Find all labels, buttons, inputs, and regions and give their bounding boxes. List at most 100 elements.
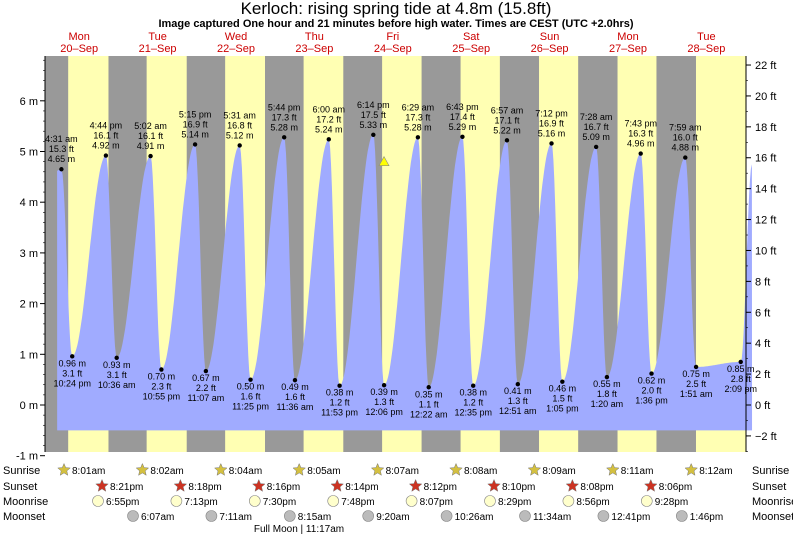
sunset-icon bbox=[173, 478, 188, 492]
low-tide-time: 11:36 am bbox=[277, 402, 314, 412]
y-left-tick-label: -1 m bbox=[16, 451, 38, 463]
moonrise-icon bbox=[562, 495, 575, 507]
low-tide-point bbox=[426, 385, 431, 390]
moonset-icon bbox=[362, 510, 375, 522]
moonset-icon bbox=[675, 510, 688, 522]
high-tide-point bbox=[593, 144, 599, 150]
low-tide-point bbox=[560, 379, 565, 384]
day-date: 22–Sep bbox=[217, 43, 255, 55]
y-left-tick-label: 5 m bbox=[20, 147, 38, 159]
day-name: Tue bbox=[697, 31, 716, 43]
low-tide-time: 1:36 pm bbox=[635, 396, 668, 406]
sunrise-icon bbox=[684, 462, 699, 476]
high-tide-point bbox=[103, 153, 109, 158]
sunrise-time: 8:02am bbox=[150, 466, 183, 477]
high-tide-metres: 5.28 m bbox=[270, 122, 298, 132]
low-tide-metres: 0.50 m bbox=[237, 382, 265, 392]
high-tide-time: 7:59 am bbox=[669, 123, 702, 133]
low-tide-feet: 3.1 ft bbox=[62, 368, 83, 378]
moonrise-time: 7:13pm bbox=[184, 497, 217, 508]
high-tide-time: 4:44 pm bbox=[90, 121, 123, 131]
y-right-tick-label: 14 ft bbox=[755, 184, 776, 196]
low-tide-feet: 1.6 ft bbox=[241, 392, 262, 402]
sunrise-row-label: Sunrise bbox=[3, 465, 40, 477]
y-left-tick-label: 1 m bbox=[20, 349, 38, 361]
low-tide-time: 1:51 am bbox=[680, 389, 713, 399]
high-tide-point bbox=[237, 143, 242, 148]
sunset-time: 8:16pm bbox=[267, 482, 300, 493]
low-tide-feet: 2.0 ft bbox=[642, 386, 663, 396]
low-tide-feet: 3.1 ft bbox=[107, 370, 128, 380]
moonset-icon bbox=[519, 510, 531, 522]
high-tide-time: 5:15 pm bbox=[179, 109, 212, 119]
high-tide-time: 6:00 am bbox=[313, 104, 346, 114]
low-tide-time: 1:20 am bbox=[591, 399, 624, 409]
high-tide-feet: 16.3 ft bbox=[628, 129, 654, 139]
low-tide-point bbox=[70, 354, 75, 359]
sunrise-row-label: Sunrise bbox=[752, 465, 789, 477]
sunset-icon bbox=[330, 478, 345, 492]
sunrise-time: 8:12am bbox=[699, 466, 732, 477]
day-date: 25–Sep bbox=[452, 43, 490, 55]
low-tide-time: 12:22 am bbox=[410, 409, 448, 419]
high-tide-time: 7:43 pm bbox=[624, 119, 657, 129]
sunset-row-label: Sunset bbox=[752, 481, 786, 493]
low-tide-time: 10:24 pm bbox=[53, 378, 91, 388]
low-tide-point bbox=[159, 367, 164, 372]
high-tide-feet: 17.3 ft bbox=[272, 112, 298, 122]
high-tide-point bbox=[415, 135, 421, 140]
high-tide-metres: 5.09 m bbox=[582, 132, 610, 142]
low-tide-feet: 1.5 ft bbox=[552, 394, 573, 404]
tide-area bbox=[57, 134, 753, 431]
high-tide-metres: 5.14 m bbox=[181, 129, 209, 139]
day-date: 23–Sep bbox=[295, 43, 333, 55]
low-tide-point bbox=[471, 383, 476, 388]
moonrise-time: 7:30pm bbox=[263, 497, 296, 508]
low-tide-point bbox=[381, 383, 387, 388]
y-left-tick-label: 3 m bbox=[20, 248, 38, 260]
sunrise-icon bbox=[527, 462, 542, 476]
chart-title: Kerloch: rising spring tide at 4.8m (15.… bbox=[241, 0, 552, 18]
moonrise-icon bbox=[327, 495, 340, 507]
low-tide-point bbox=[515, 382, 521, 387]
low-tide-point bbox=[337, 383, 342, 388]
low-tide-feet: 2.3 ft bbox=[151, 382, 172, 392]
low-tide-time: 10:55 pm bbox=[143, 392, 181, 402]
sunrise-icon bbox=[449, 462, 463, 476]
high-tide-time: 6:57 am bbox=[491, 105, 524, 115]
low-tide-metres: 0.67 m bbox=[192, 373, 220, 383]
high-tide-point bbox=[192, 142, 198, 147]
high-tide-metres: 5.24 m bbox=[315, 124, 343, 134]
moonset-time: 1:46pm bbox=[690, 512, 723, 523]
low-tide-metres: 0.35 m bbox=[415, 389, 443, 399]
low-tide-time: 2:09 pm bbox=[724, 384, 757, 394]
high-tide-feet: 15.3 ft bbox=[49, 144, 75, 154]
sunrise-icon bbox=[135, 462, 150, 476]
low-tide-feet: 1.1 ft bbox=[419, 399, 440, 409]
low-tide-metres: 0.49 m bbox=[281, 382, 309, 392]
low-tide-feet: 1.2 ft bbox=[463, 398, 484, 408]
low-tide-time: 11:53 pm bbox=[321, 408, 358, 418]
high-tide-feet: 16.7 ft bbox=[584, 122, 610, 132]
moonset-time: 8:15am bbox=[298, 512, 331, 523]
low-tide-metres: 0.38 m bbox=[326, 388, 354, 398]
high-tide-time: 6:43 pm bbox=[446, 102, 479, 112]
low-tide-metres: 0.38 m bbox=[459, 388, 487, 398]
high-tide-point bbox=[683, 155, 688, 160]
moonrise-icon bbox=[170, 495, 183, 507]
y-right-tick-label: 4 ft bbox=[755, 338, 770, 350]
high-tide-time: 5:44 pm bbox=[268, 102, 301, 112]
low-tide-metres: 0.62 m bbox=[638, 376, 666, 386]
high-tide-time: 6:29 am bbox=[402, 102, 435, 112]
moonset-time: 6:07am bbox=[141, 512, 174, 523]
y-left-tick-label: 2 m bbox=[20, 299, 38, 311]
low-tide-point bbox=[292, 377, 298, 383]
low-tide-feet: 1.2 ft bbox=[330, 398, 351, 408]
high-tide-metres: 5.28 m bbox=[404, 122, 432, 132]
high-tide-metres: 5.22 m bbox=[493, 125, 521, 135]
high-tide-time: 4:31 am bbox=[45, 134, 78, 144]
low-tide-point bbox=[693, 364, 699, 370]
moonrise-icon bbox=[92, 495, 104, 507]
sunset-row-label: Sunset bbox=[3, 481, 37, 493]
